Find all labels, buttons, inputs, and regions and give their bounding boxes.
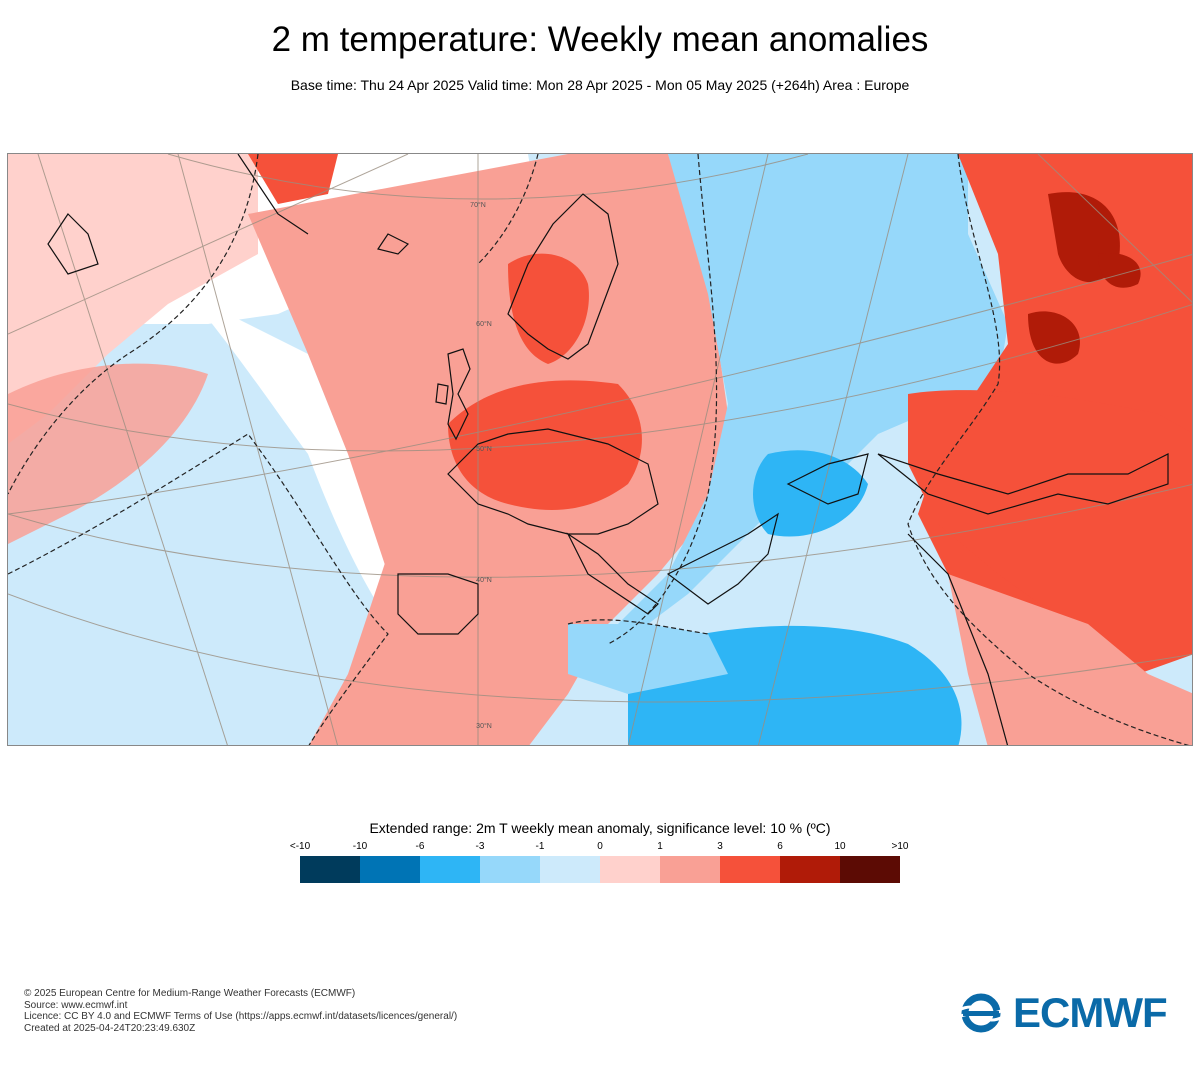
footer-copyright: © 2025 European Centre for Medium-Range … — [24, 988, 356, 999]
ecmwf-logo: ECMWF — [953, 989, 1183, 1036]
legend-swatch — [600, 856, 660, 883]
anomaly-region-darkred-kazakhstan — [1028, 311, 1080, 364]
legend-label: -6 — [415, 841, 425, 852]
anomaly-region-pink-west — [8, 154, 258, 444]
legend-swatch — [540, 856, 600, 883]
chart-title: 2 m temperature: Weekly mean anomalies — [271, 20, 929, 59]
legend-label: >10 — [891, 841, 909, 852]
legend-label: -10 — [352, 841, 368, 852]
legend-label: 6 — [777, 841, 783, 852]
anomaly-region-darkred-east — [1098, 253, 1141, 288]
legend-swatch — [360, 856, 420, 883]
legend-swatch — [660, 856, 720, 883]
legend-label: -3 — [475, 841, 485, 852]
footer-created: Created at 2025-04-24T20:23:49.630Z — [24, 1022, 196, 1034]
chart-subtitle: Base time: Thu 24 Apr 2025 Valid time: M… — [290, 77, 910, 93]
footer-source: Source: www.ecmwf.int — [24, 999, 128, 1011]
lat-label: 40°N — [476, 576, 492, 584]
legend-label: 0 — [597, 841, 603, 852]
map-canvas: 70°N 60°N 50°N 40°N 30°N — [8, 154, 1192, 745]
lat-label: 60°N — [476, 320, 492, 328]
legend-label: 1 — [657, 841, 663, 852]
legend-title: Extended range: 2m T weekly mean anomaly… — [369, 820, 831, 836]
legend-colorbar — [300, 856, 900, 883]
anomaly-region-neutral — [188, 294, 428, 634]
legend-swatch — [420, 856, 480, 883]
coastlines — [47, 154, 1169, 745]
ecmwf-logo-text: ECMWF — [1013, 989, 1168, 1036]
legend-swatch — [840, 856, 900, 883]
legend-label: 10 — [834, 841, 846, 852]
anomaly-region-lightblue-italy — [568, 624, 728, 694]
legend-swatch — [720, 856, 780, 883]
lat-label: 70°N — [470, 201, 486, 209]
lat-label: 50°N — [476, 445, 492, 453]
anomaly-map: 70°N 60°N 50°N 40°N 30°N — [7, 153, 1193, 746]
anomaly-region-blue-black-sea — [753, 450, 868, 537]
anomaly-region-blue-east-europe — [608, 154, 1008, 634]
anomaly-region-red-west-europe — [448, 380, 642, 510]
footer-credits: © 2025 European Centre for Medium-Range … — [24, 988, 457, 1034]
anomaly-region-red-greenland — [248, 154, 338, 204]
anomaly-region-salmon-middle-east — [948, 574, 1192, 745]
anomaly-region-salmon-west — [8, 363, 208, 544]
anomaly-region-red-caspian — [908, 390, 1192, 674]
legend-label: -1 — [535, 841, 545, 852]
legend-swatch — [480, 856, 540, 883]
anomaly-region-red-scandinavia — [508, 253, 589, 364]
lat-label: 30°N — [476, 722, 492, 730]
legend-swatch — [780, 856, 840, 883]
legend-label: <-10 — [289, 841, 311, 852]
ecmwf-logo-icon — [958, 993, 1004, 1033]
latitude-labels: 70°N 60°N 50°N 40°N 30°N — [470, 201, 492, 730]
footer-licence: Licence: CC BY 4.0 and ECMWF Terms of Us… — [24, 1011, 458, 1022]
legend-label: 3 — [717, 841, 723, 852]
legend-swatch — [300, 856, 360, 883]
graticule — [8, 154, 1192, 745]
legend-labels: <-10 -10 -6 -3 -1 0 1 3 6 10 >10 — [290, 841, 909, 853]
anomaly-region-salmon-iberia — [309, 554, 608, 745]
significance-contours — [8, 154, 1190, 745]
